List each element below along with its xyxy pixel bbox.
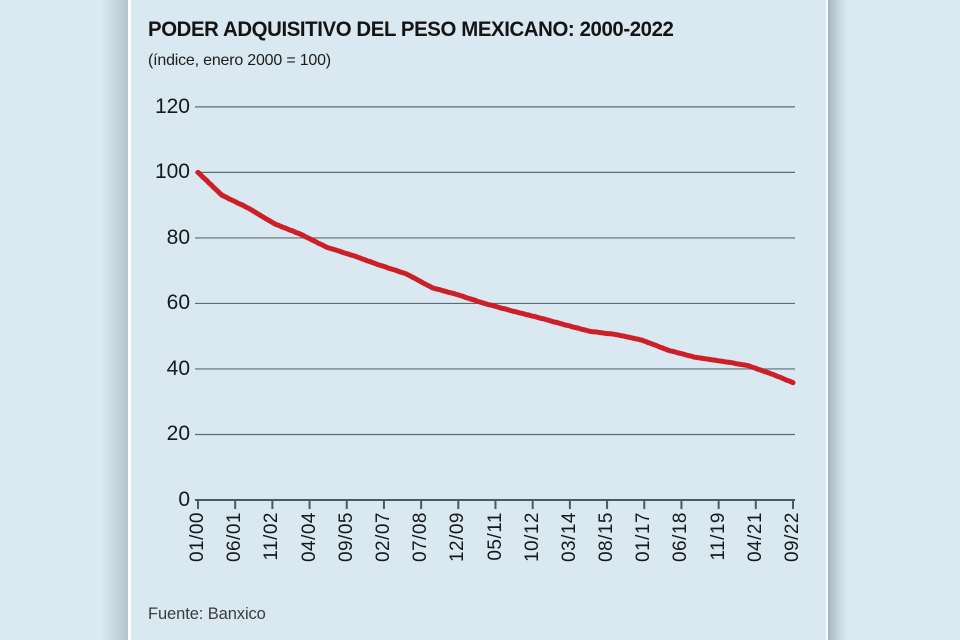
x-axis-label-07-08: 07/08 [410, 512, 432, 563]
y-axis-label-20: 20 [166, 422, 190, 446]
page-right-margin [848, 0, 960, 640]
x-axis-label-06-01: 06/01 [224, 512, 246, 563]
x-axis-label-02-07: 02/07 [372, 512, 394, 563]
y-axis-label-40: 40 [166, 356, 190, 380]
x-axis-label-08-15: 08/15 [596, 512, 618, 563]
source-note: Fuente: Banxico [148, 605, 266, 623]
y-axis-label-120: 120 [154, 94, 190, 118]
x-axis-label-05-11: 05/11 [484, 512, 506, 561]
y-axis-label-0: 0 [178, 488, 190, 511]
y-axis-label-60: 60 [166, 291, 190, 315]
x-axis-label-09-22: 09/22 [782, 512, 803, 563]
x-axis-label-12-09: 12/09 [447, 512, 469, 563]
x-axis-label-11-02: 11/02 [261, 512, 283, 561]
page-left-margin [0, 0, 128, 640]
x-axis-label-11-19: 11/19 [707, 512, 729, 561]
x-axis-label-04-04: 04/04 [298, 512, 320, 563]
x-axis-label-10-12: 10/12 [521, 512, 543, 563]
x-axis-label-09-05: 09/05 [335, 512, 357, 563]
y-axis-label-80: 80 [166, 225, 190, 249]
x-axis-label-06-18: 06/18 [670, 512, 692, 563]
chart-subtitle: (índice, enero 2000 = 100) [148, 52, 331, 69]
x-axis-label-03-14: 03/14 [558, 512, 580, 563]
x-axis-label-01-00: 01/00 [187, 512, 208, 563]
y-axis-label-100: 100 [154, 160, 190, 184]
x-axis-label-04-21: 04/21 [744, 512, 766, 563]
purchasing-power-line [195, 169, 796, 386]
chart-title: PODER ADQUISITIVO DEL PESO MEXICANO: 200… [148, 18, 674, 41]
x-axis-label-01-17: 01/17 [633, 512, 655, 563]
